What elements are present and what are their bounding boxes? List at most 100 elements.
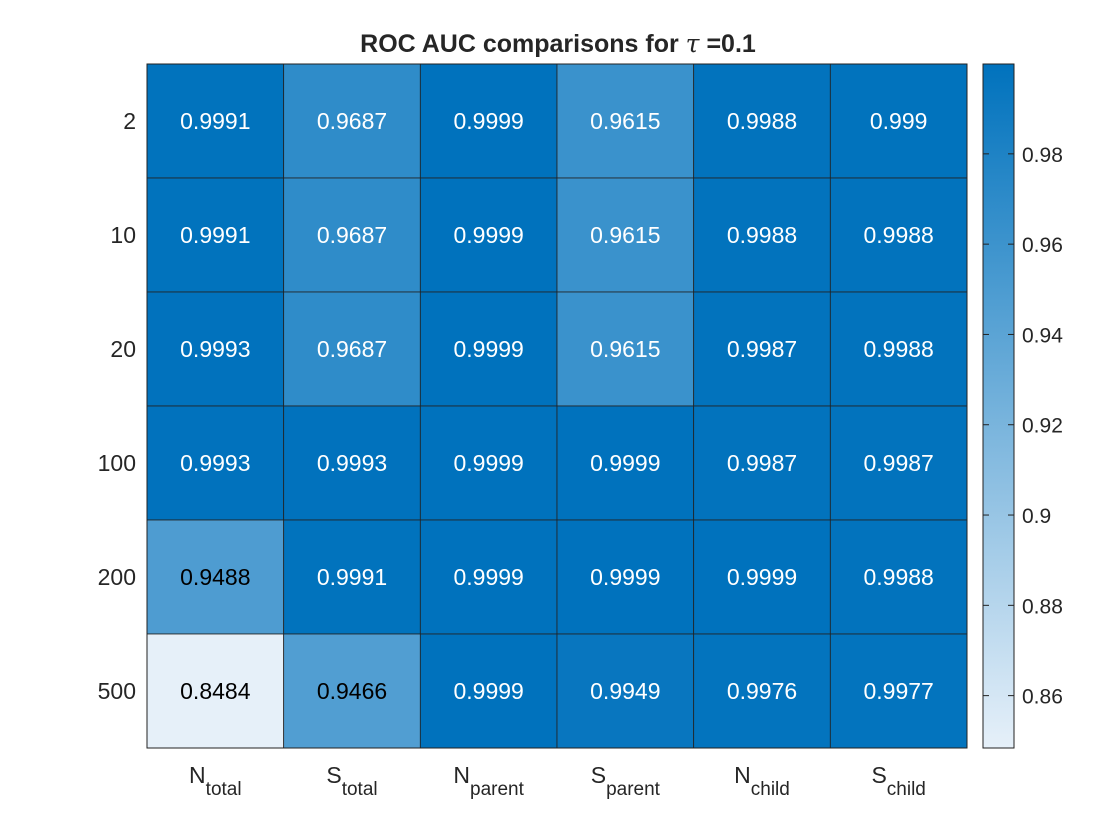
heatmap-cell: [419, 405, 558, 521]
column-label-subscript: child: [751, 779, 790, 800]
chart-title-symbol: τ: [686, 29, 701, 58]
cell-value-label: 0.9999: [453, 108, 523, 134]
heatmap-cell: [419, 519, 558, 635]
cell-value-label: 0.9991: [180, 222, 250, 248]
column-label: Nparent: [453, 762, 524, 800]
colorbar-gradient: [982, 63, 1015, 749]
column-label-base: S: [871, 762, 886, 788]
cell-value-label: 0.9988: [863, 336, 933, 362]
heatmap-cell: [283, 405, 421, 521]
heatmap-cell: [556, 63, 695, 179]
heatmap-cell: [829, 633, 968, 749]
column-label-base: N: [453, 762, 470, 788]
cell-value-label: 0.8484: [180, 678, 251, 704]
cell-value-label: 0.9687: [317, 222, 387, 248]
cell-value-label: 0.9991: [317, 564, 387, 590]
chart-title: ROC AUC comparisons for τ =0.1: [360, 29, 756, 58]
cell-value-label: 0.9988: [863, 564, 933, 590]
cell-value-label: 0.9999: [453, 564, 523, 590]
cell-value-label: 0.9999: [727, 564, 797, 590]
column-label-base: S: [591, 762, 606, 788]
cell-value-label: 0.9999: [590, 564, 660, 590]
cell-value-label: 0.999: [870, 108, 928, 134]
heatmap-cell: [283, 177, 421, 293]
cell-value-label: 0.9987: [727, 336, 797, 362]
colorbar-tick-label: 0.88: [1022, 595, 1063, 618]
cell-value-label: 0.9615: [590, 336, 660, 362]
cell-value-label: 0.9976: [727, 678, 797, 704]
heatmap-cell: [693, 633, 831, 749]
heatmap-cell: [283, 291, 421, 407]
cell-value-label: 0.9993: [180, 450, 250, 476]
heatmap-cell: [829, 291, 968, 407]
heatmap-cell: [146, 405, 285, 521]
cell-value-label: 0.9687: [317, 108, 387, 134]
colorbar-tick-label: 0.9: [1022, 505, 1051, 528]
chart-title-prefix: ROC AUC comparisons for: [360, 30, 686, 58]
row-label: 2: [123, 108, 136, 134]
heatmap-cell: [693, 519, 831, 635]
heatmap-cell: [556, 633, 695, 749]
colorbar-tick-label: 0.96: [1022, 234, 1063, 257]
row-label: 20: [110, 336, 136, 362]
heatmap-cell: [829, 63, 968, 179]
cell-value-label: 0.9999: [453, 450, 523, 476]
heatmap-cells: 0.9991 0.9687 0.9999 0.9615 0.9988 0.999 0.999…: [146, 63, 968, 749]
column-label: Stotal: [326, 762, 377, 800]
column-label-base: S: [326, 762, 341, 788]
heatmap-cell: [693, 63, 831, 179]
cell-value-label: 0.9999: [453, 336, 523, 362]
column-label-subscript: total: [342, 779, 378, 800]
colorbar-tick-label: 0.94: [1022, 324, 1063, 347]
heatmap-cell: [556, 405, 695, 521]
heatmap-cell: [146, 519, 285, 635]
plot-border: [146, 63, 968, 749]
cell-value-label: 0.9987: [863, 450, 933, 476]
cell-value-label: 0.9988: [727, 222, 797, 248]
column-label: Sparent: [591, 762, 661, 800]
colorbar: 0.86 0.88 0.9 0.92 0.94 0.96 0.98: [982, 63, 1063, 749]
heatmap-cell: [146, 63, 285, 179]
cell-value-label: 0.9615: [590, 222, 660, 248]
cell-value-label: 0.9991: [180, 108, 250, 134]
row-label: 100: [98, 450, 136, 476]
colorbar-tick-label: 0.86: [1022, 686, 1063, 709]
heatmap-cell: [556, 291, 695, 407]
column-label: Schild: [871, 762, 925, 800]
cell-value-label: 0.9466: [317, 678, 387, 704]
heatmap-cell: [283, 519, 421, 635]
row-label: 500: [98, 678, 136, 704]
heatmap-cell: [829, 177, 968, 293]
column-label-base: N: [189, 762, 206, 788]
heatmap-cell: [693, 291, 831, 407]
cell-value-label: 0.9988: [863, 222, 933, 248]
column-label-subscript: parent: [470, 779, 525, 800]
column-label-base: N: [734, 762, 751, 788]
heatmap-cell: [146, 177, 285, 293]
cell-value-label: 0.9993: [317, 450, 387, 476]
row-label: 10: [110, 222, 136, 248]
cell-value-label: 0.9999: [453, 678, 523, 704]
cell-value-label: 0.9615: [590, 108, 660, 134]
row-label: 200: [98, 564, 136, 590]
chart-title-suffix: =0.1: [700, 30, 756, 58]
cell-value-label: 0.9993: [180, 336, 250, 362]
heatmap-cell: [556, 177, 695, 293]
cell-value-label: 0.9988: [727, 108, 797, 134]
column-label-subscript: child: [887, 779, 926, 800]
heatmap-cell: [146, 291, 285, 407]
column-label: Nchild: [734, 762, 790, 800]
heatmap-cell: [146, 633, 285, 749]
column-label-subscript: parent: [606, 779, 661, 800]
cell-value-label: 0.9488: [180, 564, 250, 590]
column-label-subscript: total: [206, 779, 242, 800]
row-labels: 2 10 20 100 200 500: [98, 108, 136, 704]
cell-value-label: 0.9999: [590, 450, 660, 476]
cell-value-label: 0.9687: [317, 336, 387, 362]
cell-value-label: 0.9999: [453, 222, 523, 248]
cell-value-label: 0.9977: [863, 678, 933, 704]
cell-value-label: 0.9987: [727, 450, 797, 476]
